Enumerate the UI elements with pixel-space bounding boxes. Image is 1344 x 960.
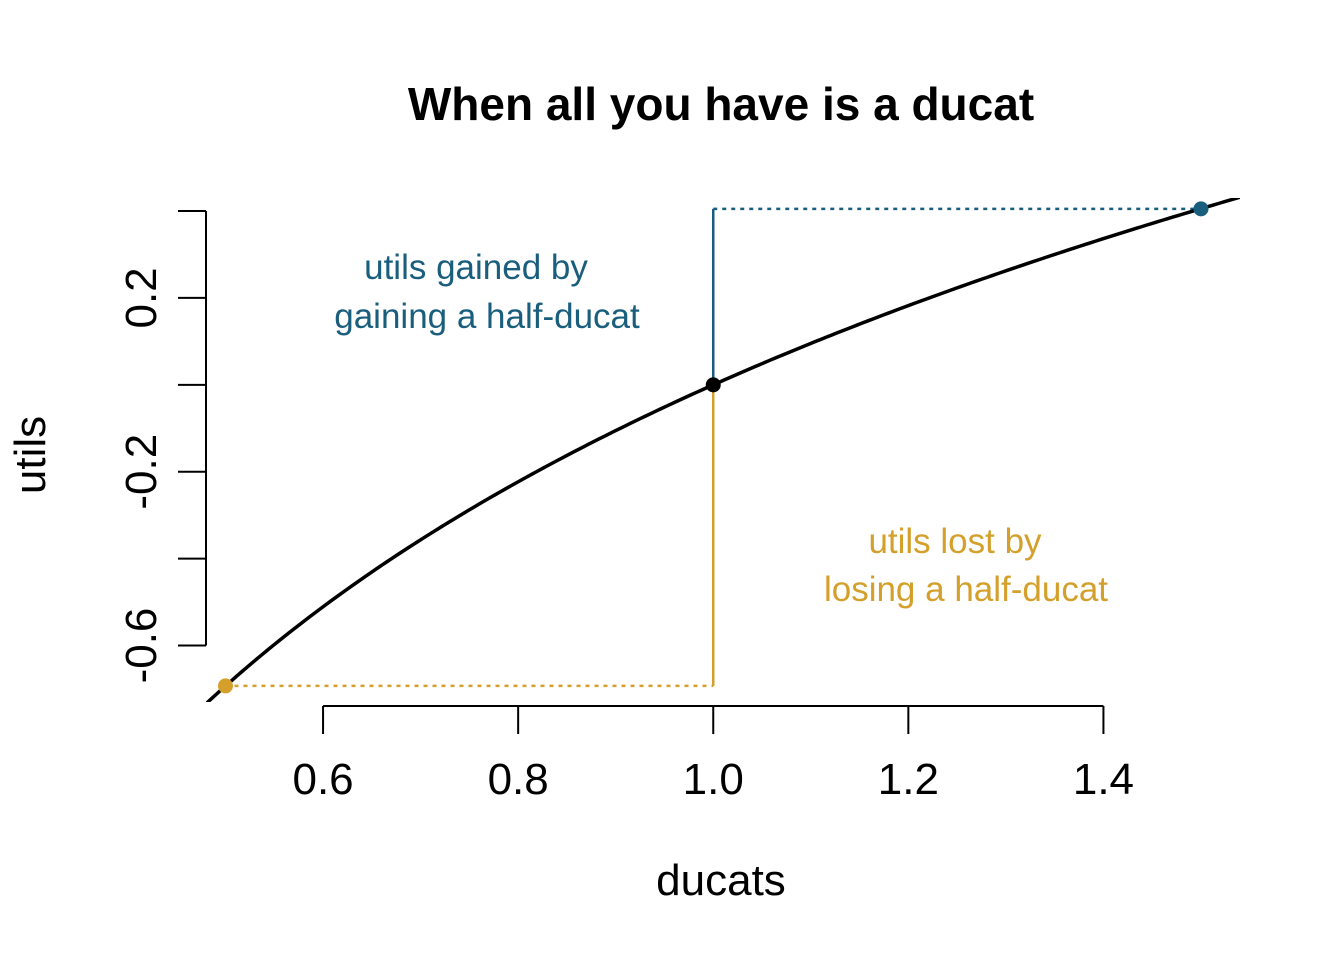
chart-title: When all you have is a ducat <box>408 78 1034 130</box>
point-half-ducat <box>218 678 234 694</box>
gain-annotation-line1: utils gained by <box>364 248 588 287</box>
loss-annotation-line2: losing a half-ducat <box>824 570 1108 609</box>
loss-annotation-line1: utils lost by <box>868 522 1042 561</box>
x-tick-label: 1.0 <box>683 755 744 804</box>
point-one-ducat <box>705 377 721 393</box>
x-tick-label: 0.8 <box>488 755 549 804</box>
plot-area <box>206 198 1240 702</box>
gain-annotation-line2: gaining a half-ducat <box>334 297 640 336</box>
x-axis-label: ducats <box>656 856 786 905</box>
x-tick-label: 1.4 <box>1073 755 1134 804</box>
y-axis-label: utils <box>6 416 55 494</box>
x-tick-label: 1.2 <box>878 755 939 804</box>
y-tick-label: -0.2 <box>117 434 166 510</box>
x-axis: 0.6 0.8 1.0 1.2 1.4 <box>292 705 1134 804</box>
point-one-and-half-ducat <box>1193 201 1209 217</box>
x-tick-label: 0.6 <box>292 755 353 804</box>
y-tick-label: 0.2 <box>117 267 166 328</box>
utility-curve <box>206 198 1240 702</box>
y-axis: -0.6 -0.2 0.2 <box>117 210 207 684</box>
y-tick-label: -0.6 <box>117 608 166 684</box>
